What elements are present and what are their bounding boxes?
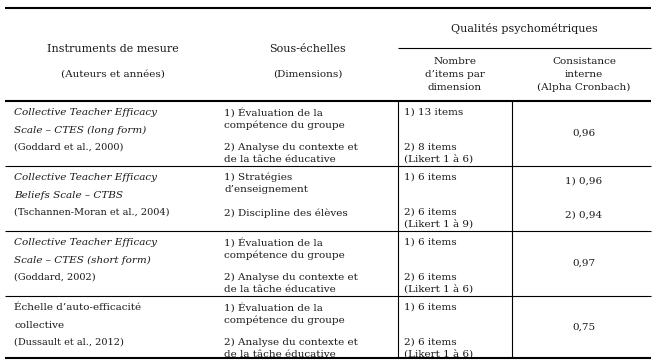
Text: 0,97: 0,97 bbox=[573, 259, 596, 268]
Text: Collective Teacher Efficacy: Collective Teacher Efficacy bbox=[14, 173, 157, 182]
Text: (Dimensions): (Dimensions) bbox=[274, 70, 342, 79]
Text: Beliefs Scale – CTBS: Beliefs Scale – CTBS bbox=[14, 191, 123, 200]
Text: Collective Teacher Efficacy: Collective Teacher Efficacy bbox=[14, 108, 157, 117]
Text: Collective Teacher Efficacy: Collective Teacher Efficacy bbox=[14, 238, 157, 247]
Text: Scale – CTES (short form): Scale – CTES (short form) bbox=[14, 256, 151, 265]
Text: Consistance
interne
(Alpha Cronbach): Consistance interne (Alpha Cronbach) bbox=[537, 57, 630, 91]
Text: 1) Stratégies
d’enseignement: 1) Stratégies d’enseignement bbox=[224, 173, 308, 194]
Text: 2) 8 items
(Likert 1 à 6): 2) 8 items (Likert 1 à 6) bbox=[404, 143, 473, 164]
Text: (Goddard, 2002): (Goddard, 2002) bbox=[14, 273, 96, 282]
Text: 2) 6 items
(Likert 1 à 6): 2) 6 items (Likert 1 à 6) bbox=[404, 338, 473, 359]
Text: 1) Évaluation de la
compétence du groupe: 1) Évaluation de la compétence du groupe bbox=[224, 238, 345, 261]
Text: (Goddard et al., 2000): (Goddard et al., 2000) bbox=[14, 143, 123, 152]
Text: 2) 6 items
(Likert 1 à 9): 2) 6 items (Likert 1 à 9) bbox=[404, 208, 473, 229]
Text: collective: collective bbox=[14, 321, 64, 330]
Text: 1) 6 items: 1) 6 items bbox=[404, 238, 457, 247]
Text: Échelle d’auto-efficacité: Échelle d’auto-efficacité bbox=[14, 303, 141, 312]
Text: 1) Évaluation de la
compétence du groupe: 1) Évaluation de la compétence du groupe bbox=[224, 108, 345, 130]
Text: (Tschannen-Moran et al., 2004): (Tschannen-Moran et al., 2004) bbox=[14, 208, 169, 217]
Text: 1) 0,96: 1) 0,96 bbox=[565, 177, 603, 186]
Text: 2) 6 items
(Likert 1 à 6): 2) 6 items (Likert 1 à 6) bbox=[404, 273, 473, 294]
Text: 2) Discipline des élèves: 2) Discipline des élèves bbox=[224, 208, 348, 217]
Text: 2) 0,94: 2) 0,94 bbox=[565, 211, 603, 220]
Text: (Auteurs et années): (Auteurs et années) bbox=[61, 70, 165, 79]
Text: 1) 6 items: 1) 6 items bbox=[404, 303, 457, 312]
Text: Scale – CTES (long form): Scale – CTES (long form) bbox=[14, 126, 146, 135]
Text: 1) Évaluation de la
compétence du groupe: 1) Évaluation de la compétence du groupe bbox=[224, 303, 345, 326]
Text: 2) Analyse du contexte et
de la tâche éducative: 2) Analyse du contexte et de la tâche éd… bbox=[224, 338, 358, 359]
Text: Instruments de mesure: Instruments de mesure bbox=[47, 45, 179, 54]
Text: 0,75: 0,75 bbox=[573, 322, 596, 331]
Text: Nombre
d’items par
dimension: Nombre d’items par dimension bbox=[425, 57, 485, 91]
Text: 2) Analyse du contexte et
de la tâche éducative: 2) Analyse du contexte et de la tâche éd… bbox=[224, 273, 358, 294]
Text: Sous-échelles: Sous-échelles bbox=[270, 45, 346, 54]
Text: 1) 13 items: 1) 13 items bbox=[404, 108, 463, 117]
Text: (Dussault et al., 2012): (Dussault et al., 2012) bbox=[14, 338, 124, 347]
Text: 2) Analyse du contexte et
de la tâche éducative: 2) Analyse du contexte et de la tâche éd… bbox=[224, 143, 358, 164]
Text: 0,96: 0,96 bbox=[573, 129, 596, 138]
Text: Qualités psychométriques: Qualités psychométriques bbox=[451, 23, 598, 33]
Text: 1) 6 items: 1) 6 items bbox=[404, 173, 457, 182]
